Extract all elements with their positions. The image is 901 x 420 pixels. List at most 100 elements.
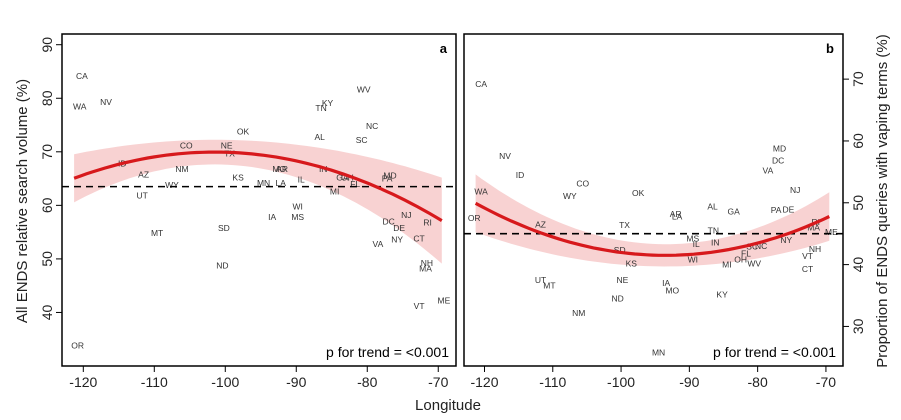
state-point-la: LA: [275, 178, 286, 188]
state-point-ma: MA: [419, 264, 432, 274]
state-point-wy: WY: [563, 191, 577, 201]
state-point-nc: NC: [366, 121, 378, 131]
state-point-az: AZ: [535, 219, 546, 229]
x-tick-label: -100: [211, 374, 239, 390]
state-point-dc: DC: [772, 156, 784, 166]
state-point-wi: WI: [688, 255, 698, 265]
state-point-ar: AR: [276, 164, 288, 174]
panel-letter: a: [440, 41, 448, 56]
state-point-nm: NM: [572, 308, 585, 318]
confidence-band: [475, 174, 830, 267]
x-tick-label: -90: [286, 374, 306, 390]
trend-annotation: p for trend = <0.001: [713, 344, 836, 360]
state-point-il: IL: [693, 239, 700, 249]
x-axis-title: Longitude: [415, 397, 481, 414]
state-point-nm: NM: [175, 164, 188, 174]
state-point-nc: NC: [755, 241, 767, 251]
state-point-co: CO: [180, 140, 193, 150]
state-point-ia: IA: [662, 278, 670, 288]
y-axis-title-right: Proportion of ENDS queries with vaping t…: [874, 34, 891, 367]
state-point-ks: KS: [232, 173, 244, 183]
state-point-me: ME: [825, 227, 838, 237]
x-tick-label: -100: [607, 374, 635, 390]
state-point-dc: DC: [382, 216, 394, 226]
state-point-mo: MO: [665, 286, 679, 296]
y-tick-label: 40: [850, 257, 866, 273]
state-point-ct: CT: [413, 234, 424, 244]
state-point-tn: TN: [708, 226, 719, 236]
state-point-mo: MO: [272, 164, 286, 174]
y-tick-label: 80: [39, 90, 55, 106]
state-point-al: AL: [314, 132, 325, 142]
state-point-va: VA: [373, 239, 384, 249]
state-point-or: OR: [468, 213, 481, 223]
state-point-sc: SC: [356, 135, 368, 145]
state-point-fl: FL: [741, 249, 751, 259]
state-point-wy: WY: [165, 180, 179, 190]
state-point-mn: MN: [257, 178, 270, 188]
state-point-mt: MT: [543, 281, 555, 291]
state-point-wi: WI: [293, 201, 303, 211]
state-point-nv: NV: [100, 97, 112, 107]
state-point-in: IN: [711, 237, 720, 247]
x-tick-label: -80: [748, 374, 768, 390]
state-point-nd: ND: [216, 260, 228, 270]
state-point-ga: GA: [728, 206, 741, 216]
x-tick-label: -70: [428, 374, 448, 390]
x-tick-label: -120: [69, 374, 97, 390]
state-point-ut: UT: [535, 275, 546, 285]
y-tick-label: 50: [850, 195, 866, 211]
state-point-vt: VT: [802, 251, 813, 261]
confidence-band: [74, 139, 442, 264]
y-tick-label: 70: [39, 144, 55, 160]
trend-annotation: p for trend = <0.001: [326, 344, 449, 360]
y-tick-label: 50: [39, 251, 55, 267]
fit-curve: [73, 150, 443, 222]
y-tick-label: 40: [39, 305, 55, 321]
fit-curve: [474, 201, 830, 257]
state-point-wa: WA: [474, 187, 488, 197]
state-point-wv: WV: [357, 85, 371, 95]
state-point-de: DE: [782, 205, 794, 215]
state-point-ky: KY: [322, 98, 334, 108]
state-point-mt: MT: [151, 228, 163, 238]
state-point-sd: SD: [218, 223, 230, 233]
state-point-ca: CA: [475, 79, 487, 89]
state-point-md: MD: [773, 143, 786, 153]
state-point-mi: MI: [330, 186, 339, 196]
state-point-il: IL: [298, 175, 305, 185]
x-tick-label: -120: [470, 374, 498, 390]
state-point-mi: MI: [722, 260, 731, 270]
state-point-la: LA: [672, 211, 683, 221]
state-point-al: AL: [707, 202, 718, 212]
state-point-ne: NE: [221, 140, 233, 150]
state-point-ne: NE: [616, 275, 628, 285]
state-point-oh: OH: [341, 173, 354, 183]
y-tick-label: 60: [39, 197, 55, 213]
state-point-ny: NY: [780, 235, 792, 245]
x-tick-label: -110: [141, 374, 168, 390]
x-tick-label: -80: [357, 374, 377, 390]
state-point-ut: UT: [137, 191, 148, 201]
state-point-va: VA: [763, 166, 774, 176]
state-point-nj: NJ: [401, 210, 411, 220]
state-point-oh: OH: [734, 255, 747, 265]
state-point-vt: VT: [414, 301, 425, 311]
state-point-or: OR: [71, 341, 84, 351]
y-tick-label: 60: [850, 133, 866, 149]
plot-frame: [61, 33, 457, 367]
state-point-mn: MN: [652, 347, 665, 357]
state-point-wa: WA: [73, 101, 87, 111]
state-point-ma: MA: [807, 223, 820, 233]
x-tick-label: -70: [816, 374, 836, 390]
y-tick-label: 90: [39, 37, 55, 53]
state-point-de: DE: [393, 223, 405, 233]
state-point-tn: TN: [315, 103, 326, 113]
state-point-ks: KS: [626, 258, 638, 268]
state-point-ok: OK: [632, 188, 645, 198]
state-point-ga: GA: [336, 173, 349, 183]
state-point-ms: MS: [291, 212, 304, 222]
x-tick-label: -110: [539, 374, 566, 390]
state-point-pa: PA: [382, 174, 393, 184]
